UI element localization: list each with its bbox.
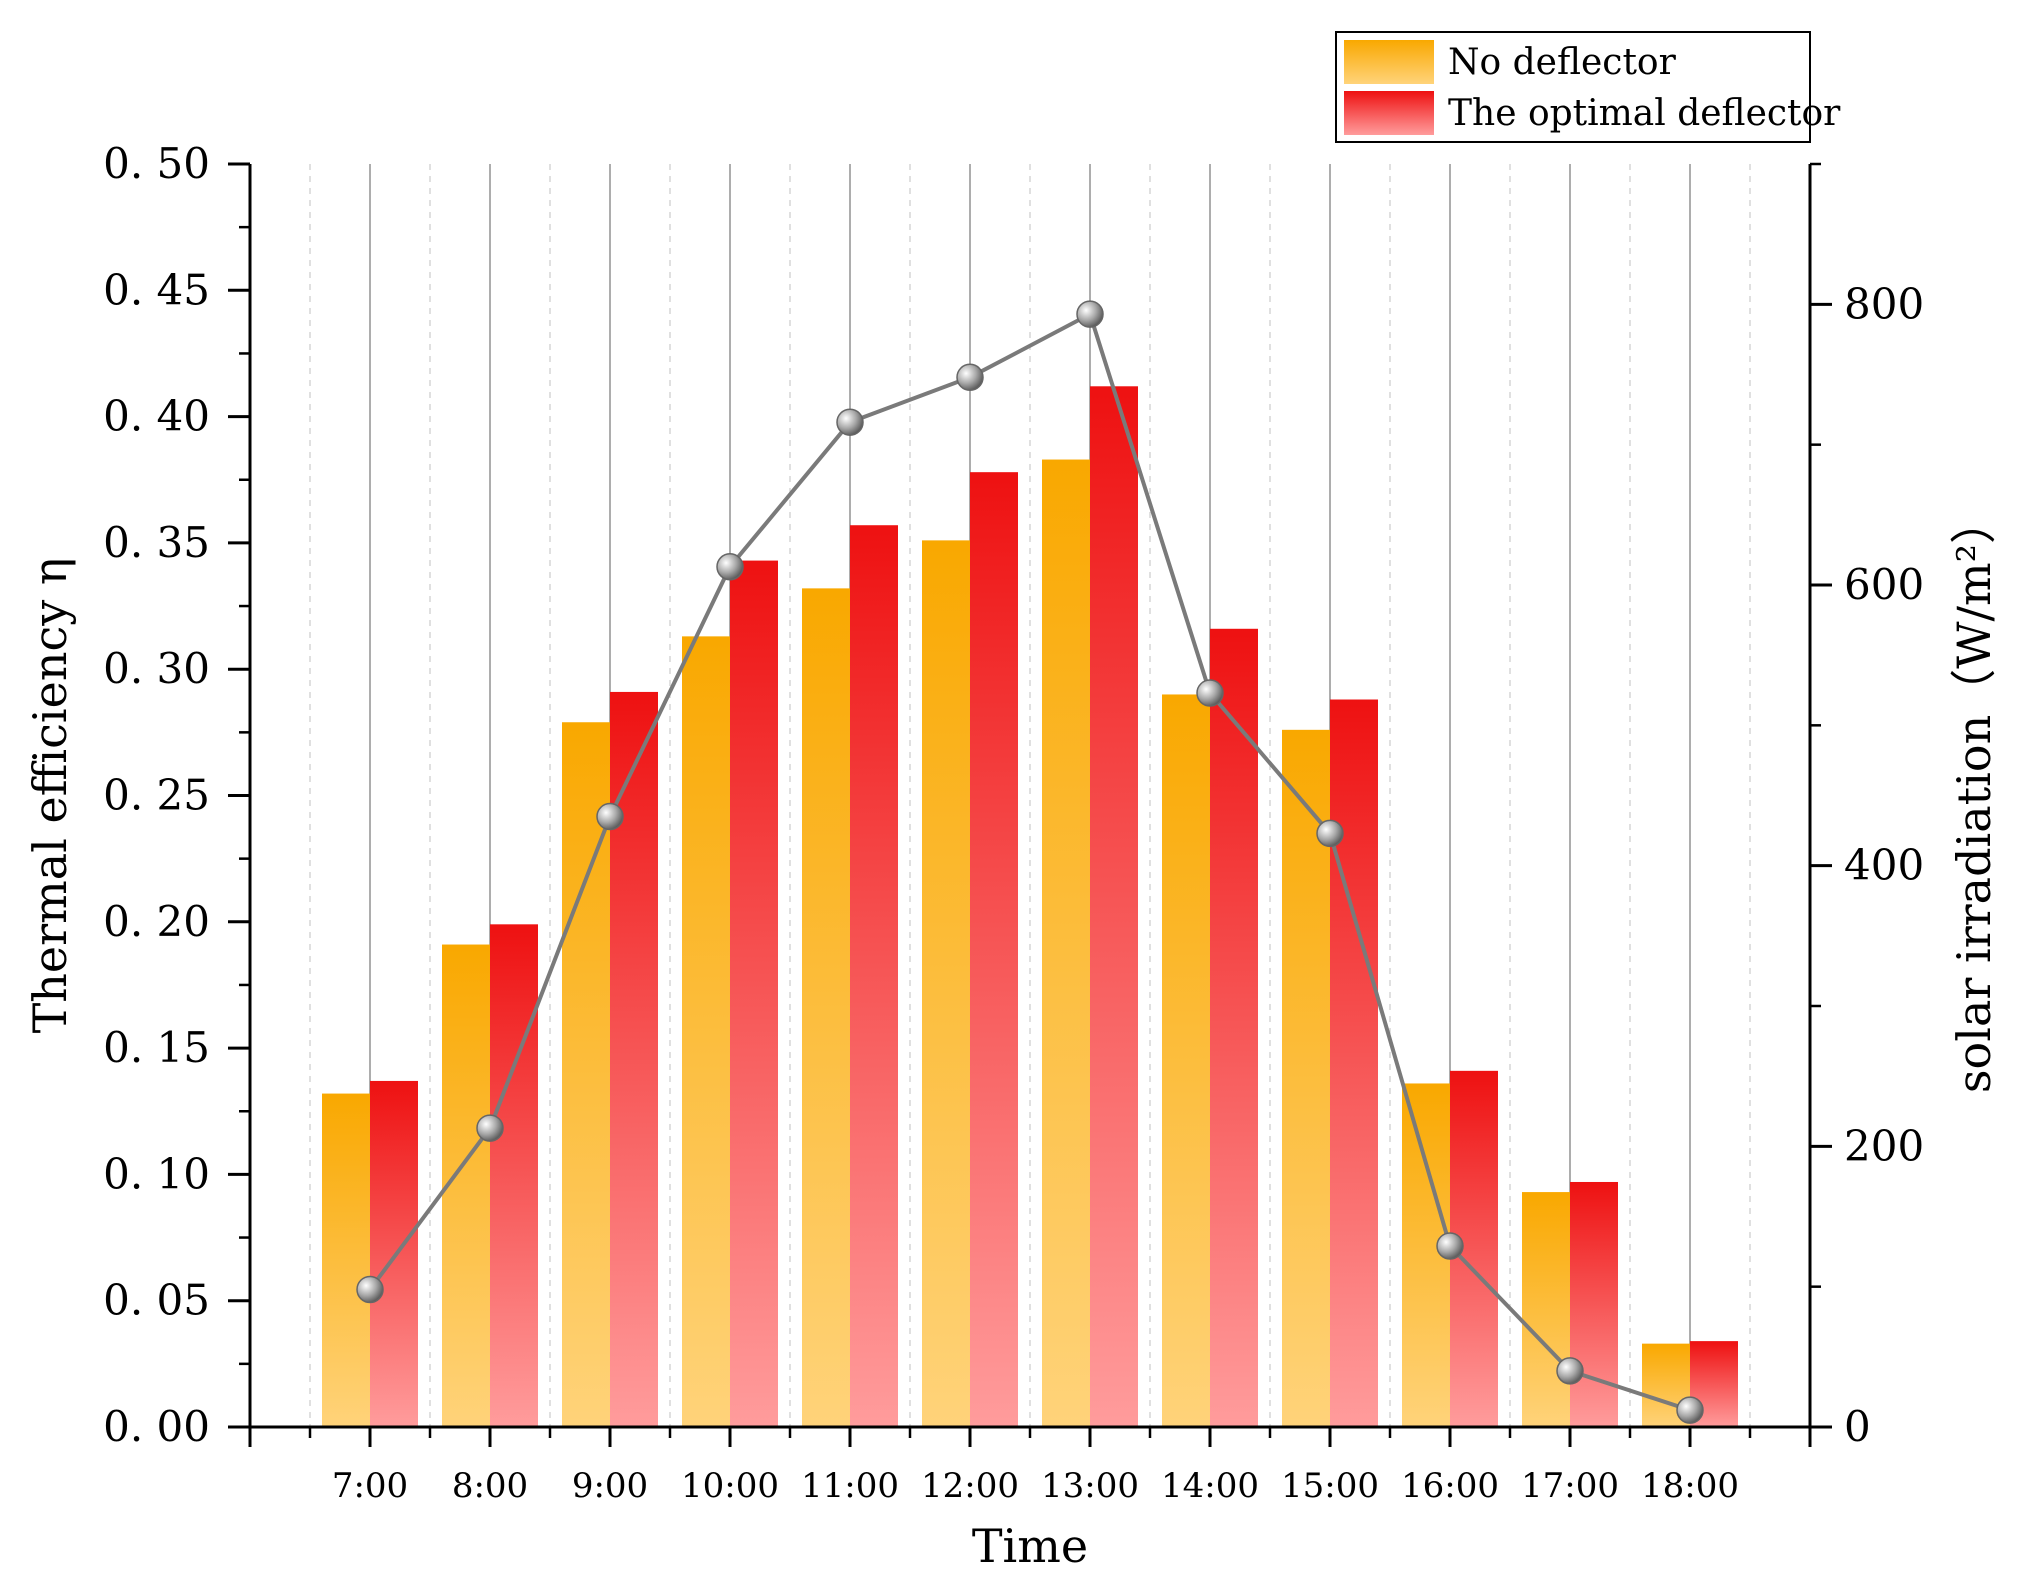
irradiation-point [1436,1232,1464,1260]
y-axis-title: Thermal efficiency η [23,558,77,1034]
y2-tick-label: 600 [1844,560,1924,609]
x-tick-label: 18:00 [1641,1466,1739,1506]
y2-tick-label: 800 [1844,279,1924,328]
x-tick-label: 16:00 [1401,1466,1499,1506]
bar-no-deflector [1042,459,1090,1427]
bar-optimal-deflector [850,525,898,1427]
y-tick-label: 0. 00 [103,1402,210,1451]
legend: No deflector The optimal deflector [1335,31,1841,143]
x-tick-label: 12:00 [921,1466,1019,1506]
irradiation-point [476,1114,504,1142]
legend-swatch [1344,40,1434,84]
x-tick-label: 7:00 [332,1466,408,1506]
bars-layer [322,386,1738,1428]
irradiation-point [1556,1357,1584,1385]
bar-optimal-deflector [1210,628,1258,1427]
bar-optimal-deflector [1090,386,1138,1428]
x-tick-label: 17:00 [1521,1466,1619,1506]
irradiation-line-layer [356,300,1704,1424]
bar-no-deflector [322,1093,370,1427]
y2-tick-label: 0 [1844,1402,1871,1451]
irradiation-point [596,802,624,831]
legend-swatch [1344,91,1434,135]
x-tick-label: 13:00 [1041,1466,1139,1506]
irradiation-point [1196,679,1224,707]
x-tick-label: 14:00 [1161,1466,1259,1506]
x-axis-title: Time [972,1519,1088,1573]
y2-axis-title: solar irradiation（W/m²） [1947,498,2001,1093]
y-tick-label: 0. 20 [103,897,210,946]
y-tick-label: 0. 35 [103,518,210,567]
bar-optimal-deflector [490,924,538,1427]
y-tick-label: 0. 50 [103,139,210,188]
y2-tick-label: 200 [1844,1121,1924,1170]
bar-no-deflector [442,944,490,1427]
x-tick-label: 15:00 [1281,1466,1379,1506]
irradiation-point [716,553,744,581]
y2-tick-label: 400 [1844,841,1924,890]
irradiation-line [368,311,1691,1413]
irradiation-point [1316,819,1344,848]
bar-no-deflector [922,540,970,1427]
x-tick-label: 9:00 [572,1466,648,1506]
irradiation-point [956,363,984,392]
axes-layer: 0. 00 0. 05 0. 10 0. 15 0. 20 0. 25 0. 30 0. 35… [23,139,2001,1573]
irradiation-point [836,408,864,436]
legend-label: No deflector [1448,42,1677,83]
x-tick-label: 10:00 [681,1466,779,1506]
y-tick-label: 0. 30 [103,644,210,693]
legend-label: The optimal deflector [1448,93,1841,134]
bar-optimal-deflector [970,472,1018,1427]
x-tick-label: 11:00 [801,1466,899,1506]
bar-optimal-deflector [1570,1181,1618,1427]
y-tick-label: 0. 25 [103,771,210,820]
bar-optimal-deflector [730,560,778,1427]
bar-no-deflector [682,636,730,1427]
bar-no-deflector [1522,1192,1570,1427]
x-tick-label: 8:00 [452,1466,528,1506]
y-tick-label: 0. 40 [103,392,210,441]
irradiation-point [1676,1396,1704,1424]
irradiation-point [1076,300,1104,328]
bar-no-deflector [1162,694,1210,1427]
y-tick-label: 0. 10 [103,1149,210,1198]
bar-optimal-deflector [1330,699,1378,1427]
y-tick-label: 0. 15 [103,1023,210,1072]
y-tick-label: 0. 05 [103,1276,210,1325]
y-tick-label: 0. 45 [103,265,210,314]
irradiation-point [356,1275,384,1304]
bar-no-deflector [1282,729,1330,1427]
bar-no-deflector [802,588,850,1427]
